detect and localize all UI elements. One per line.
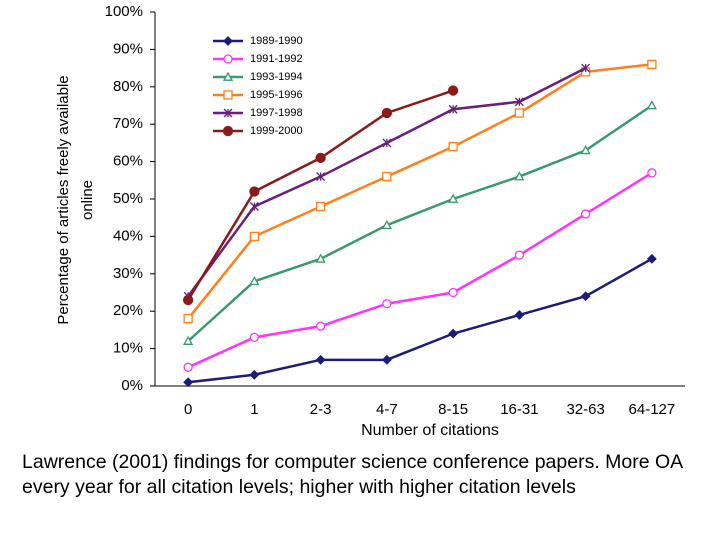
y-axis-label-line: online: [79, 180, 96, 220]
y-axis-label: Percentage of articles freely available …: [55, 75, 96, 324]
marker: [249, 202, 259, 211]
marker: [183, 314, 193, 324]
marker: [646, 253, 657, 264]
legend-label: 1995-1996: [250, 89, 303, 101]
legend-marker: [223, 90, 233, 100]
marker: [448, 141, 458, 152]
legend-label: 1991-1992: [250, 53, 303, 65]
y-tick-label: 100%: [105, 3, 143, 20]
series-line: [187, 257, 653, 384]
marker: [448, 104, 458, 114]
series-line: [187, 63, 653, 320]
series: 1993-1994: [183, 71, 657, 345]
y-tick-label: 0%: [121, 377, 143, 394]
series-line: [187, 66, 587, 297]
marker: [447, 85, 459, 96]
x-tick-label: 2-3: [310, 401, 332, 418]
marker: [448, 328, 459, 339]
marker: [315, 152, 326, 164]
marker: [249, 332, 260, 343]
series: 1997-1998: [183, 63, 591, 301]
marker: [381, 107, 393, 119]
marker: [249, 186, 260, 197]
y-tick-label: 10%: [113, 340, 143, 357]
x-tick-label: 16-31: [500, 401, 538, 418]
legend-label: 1997-1998: [250, 107, 303, 119]
marker: [580, 291, 591, 302]
legend-marker: [222, 125, 234, 137]
x-tick-label: 0: [184, 401, 192, 418]
marker: [183, 362, 193, 372]
marker: [448, 287, 458, 298]
legend-marker: [222, 71, 234, 81]
marker: [183, 335, 194, 345]
marker: [580, 209, 591, 219]
series-line: [187, 104, 653, 343]
marker: [581, 63, 591, 73]
y-tick-label: 30%: [113, 265, 143, 282]
marker: [316, 172, 326, 182]
marker: [514, 108, 525, 118]
series-line: [187, 171, 653, 369]
legend-marker: [223, 36, 233, 46]
marker: [182, 294, 194, 306]
x-tick-label: 64-127: [629, 401, 676, 418]
marker: [315, 321, 326, 331]
caption: Lawrence (2001) findings for computer sc…: [22, 451, 683, 498]
marker: [249, 369, 260, 380]
marker: [647, 168, 657, 178]
marker: [315, 253, 326, 263]
marker: [315, 354, 326, 365]
series: 1999-2000: [182, 85, 459, 306]
marker: [249, 231, 260, 242]
marker: [448, 193, 459, 203]
y-tick-label: 60%: [113, 153, 143, 170]
x-tick-label: 4-7: [376, 401, 398, 418]
x-tick-label: 8-15: [438, 401, 468, 418]
legend-label: 1999-2000: [250, 125, 303, 137]
marker: [646, 100, 657, 110]
marker: [382, 138, 392, 148]
y-tick-label: 80%: [113, 78, 143, 95]
marker: [381, 219, 392, 230]
legend-label: 1989-1990: [250, 35, 303, 47]
x-axis-label: Number of citations: [361, 422, 499, 439]
marker: [514, 310, 525, 320]
y-tick-label: 40%: [113, 227, 143, 244]
y-tick-label: 20%: [113, 302, 143, 319]
marker: [514, 97, 524, 107]
x-tick-label: 1: [250, 401, 258, 418]
marker: [514, 171, 525, 181]
legend-marker: [223, 108, 233, 118]
y-tick-label: 90%: [113, 40, 143, 57]
marker: [183, 377, 194, 388]
marker: [382, 171, 392, 182]
marker: [381, 354, 392, 365]
y-tick-label: 50%: [113, 190, 143, 207]
x-tick-label: 32-63: [566, 401, 604, 418]
marker: [580, 145, 591, 155]
chart: Number of citations Percentage of articl…: [55, 3, 685, 439]
legend-label: 1993-1994: [250, 71, 303, 83]
marker: [315, 201, 326, 212]
series: 1991-1992: [183, 53, 657, 372]
marker: [514, 250, 525, 260]
y-tick-label: 70%: [113, 115, 143, 132]
marker: [647, 59, 657, 70]
legend-marker: [223, 54, 233, 64]
y-axis-label-line: Percentage of articles freely available: [55, 75, 72, 324]
series: 1989-1990: [183, 35, 657, 388]
marker: [382, 299, 392, 309]
marker: [249, 275, 260, 286]
